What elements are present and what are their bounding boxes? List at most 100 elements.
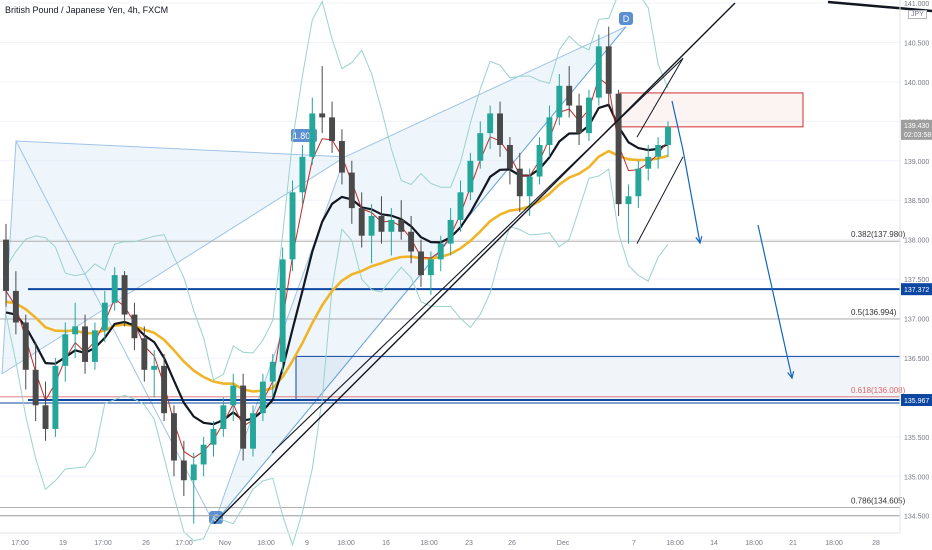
candle-body bbox=[111, 275, 118, 303]
time-tick-label: 18:00 bbox=[337, 540, 355, 547]
candle-body bbox=[408, 231, 415, 252]
level-price-badge bbox=[901, 394, 932, 407]
candle-body bbox=[566, 85, 573, 106]
time-tick-label: 26 bbox=[508, 540, 516, 547]
time-tick-label: 21 bbox=[789, 540, 797, 547]
candle-body bbox=[585, 97, 592, 134]
candle-body bbox=[12, 290, 19, 323]
candle-body bbox=[536, 144, 543, 177]
candle-body bbox=[259, 381, 266, 414]
candle-body bbox=[3, 239, 9, 291]
candle-body bbox=[269, 361, 276, 382]
time-tick-label: Nov bbox=[219, 540, 232, 547]
candle-body bbox=[556, 85, 563, 118]
candle-body bbox=[457, 192, 464, 220]
candle-body bbox=[200, 444, 207, 465]
pattern-ac-leg bbox=[15, 140, 215, 524]
candle-body bbox=[665, 126, 671, 145]
candle-body bbox=[655, 144, 662, 157]
price-axis: 134.500135.000135.500136.000136.500137.0… bbox=[899, 0, 932, 533]
candle-body bbox=[131, 314, 138, 339]
band-upper-line bbox=[5, 0, 669, 381]
candle-body bbox=[250, 413, 256, 449]
time-tick-label: 18:00 bbox=[420, 540, 438, 547]
candle-body bbox=[467, 160, 474, 193]
candle-body bbox=[378, 215, 385, 232]
projection-arrow-long bbox=[757, 224, 793, 379]
time-tick-label: 14 bbox=[710, 540, 718, 547]
candle-body bbox=[22, 322, 29, 370]
pattern-ratio-label: 1.806 bbox=[293, 131, 316, 141]
current-price-badge bbox=[901, 119, 932, 140]
time-tick-label: 19 bbox=[59, 540, 67, 547]
demand-zone[interactable] bbox=[295, 355, 901, 401]
time-tick-label: 7 bbox=[632, 540, 636, 547]
candle-body bbox=[368, 215, 375, 236]
pattern-label-c-badge[interactable] bbox=[209, 511, 223, 524]
candle-body bbox=[506, 144, 513, 169]
time-tick-label: 26 bbox=[142, 540, 150, 547]
time-tick-label: 18:00 bbox=[745, 540, 763, 547]
candle-body bbox=[161, 365, 168, 414]
candle-body bbox=[121, 275, 128, 315]
time-tick-label: 17:00 bbox=[11, 540, 29, 547]
candle-body bbox=[220, 405, 227, 429]
candle-body bbox=[279, 259, 286, 362]
candle-body bbox=[625, 196, 632, 205]
candle-body bbox=[437, 243, 444, 260]
symbol-title: British Pound / Japanese Yen, 4h, FXCM bbox=[5, 5, 169, 15]
candle-body bbox=[91, 330, 98, 362]
supply-zone[interactable] bbox=[619, 92, 804, 128]
projection-arrow-short bbox=[671, 100, 701, 244]
candle-body bbox=[190, 464, 197, 481]
price-tick-label: 138.500 bbox=[904, 198, 929, 205]
level-price-badge bbox=[901, 283, 932, 296]
candle-body bbox=[240, 385, 247, 449]
candle-body bbox=[52, 365, 59, 429]
level-price-label: 135.967 bbox=[904, 398, 929, 405]
pattern-xab-triangle bbox=[1, 140, 347, 375]
candle-body bbox=[487, 113, 494, 134]
zones bbox=[0, 92, 901, 404]
current-price-label: 139.430 bbox=[904, 123, 929, 130]
projection-arrow-short-head bbox=[695, 236, 703, 245]
currency-badge[interactable]: JPY bbox=[908, 10, 927, 19]
price-tick-label: 136.500 bbox=[904, 356, 929, 363]
candle-body bbox=[151, 365, 158, 370]
time-tick-label: 18:00 bbox=[257, 540, 275, 547]
price-tick-label: 138.000 bbox=[904, 238, 929, 245]
uptrend-line-inner[interactable] bbox=[271, 57, 684, 454]
price-tick-label: 140.500 bbox=[904, 40, 929, 47]
candle-body bbox=[289, 192, 296, 260]
time-tick-label: Dec bbox=[557, 540, 570, 547]
candle-body bbox=[497, 113, 503, 145]
candle-body bbox=[526, 176, 533, 197]
uptrend-line[interactable] bbox=[213, 2, 736, 525]
fib-label: 0.382(137.980) bbox=[851, 230, 906, 239]
candle-body bbox=[358, 208, 365, 236]
pattern-label-d-badge[interactable] bbox=[619, 12, 633, 25]
fib-label: 0.618(136.008) bbox=[851, 386, 906, 395]
harmonic-pattern: DC1.806 bbox=[1, 12, 633, 524]
time-axis: 17:00 19 17:00 26 17:00 Nov 18:00 9 18:00 16 18:00… bbox=[0, 532, 900, 547]
candle-body bbox=[418, 251, 424, 276]
candle-body bbox=[388, 219, 395, 232]
candle-body bbox=[516, 168, 523, 197]
time-tick-label: 16 bbox=[382, 540, 390, 547]
fibonacci-levels: 0.382(137.980) 0.5(136.994) 0.618(136.008)… bbox=[0, 230, 906, 517]
time-tick-label: 17:00 bbox=[94, 540, 112, 547]
price-tick-label: 135.500 bbox=[904, 435, 929, 442]
fib-label: 0.5(136.994) bbox=[851, 308, 897, 317]
price-tick-label: 139.000 bbox=[904, 159, 929, 166]
price-tick-label: 134.500 bbox=[904, 514, 929, 521]
candle-body bbox=[230, 385, 237, 406]
candle-body bbox=[348, 172, 355, 209]
trend-line-top[interactable] bbox=[827, 0, 932, 13]
time-tick-label: 18:00 bbox=[825, 540, 843, 547]
candle-body bbox=[171, 413, 177, 461]
candle-body bbox=[427, 259, 434, 276]
price-tick-label: 140.000 bbox=[904, 80, 929, 87]
price-tick-label: 137.000 bbox=[904, 317, 929, 324]
